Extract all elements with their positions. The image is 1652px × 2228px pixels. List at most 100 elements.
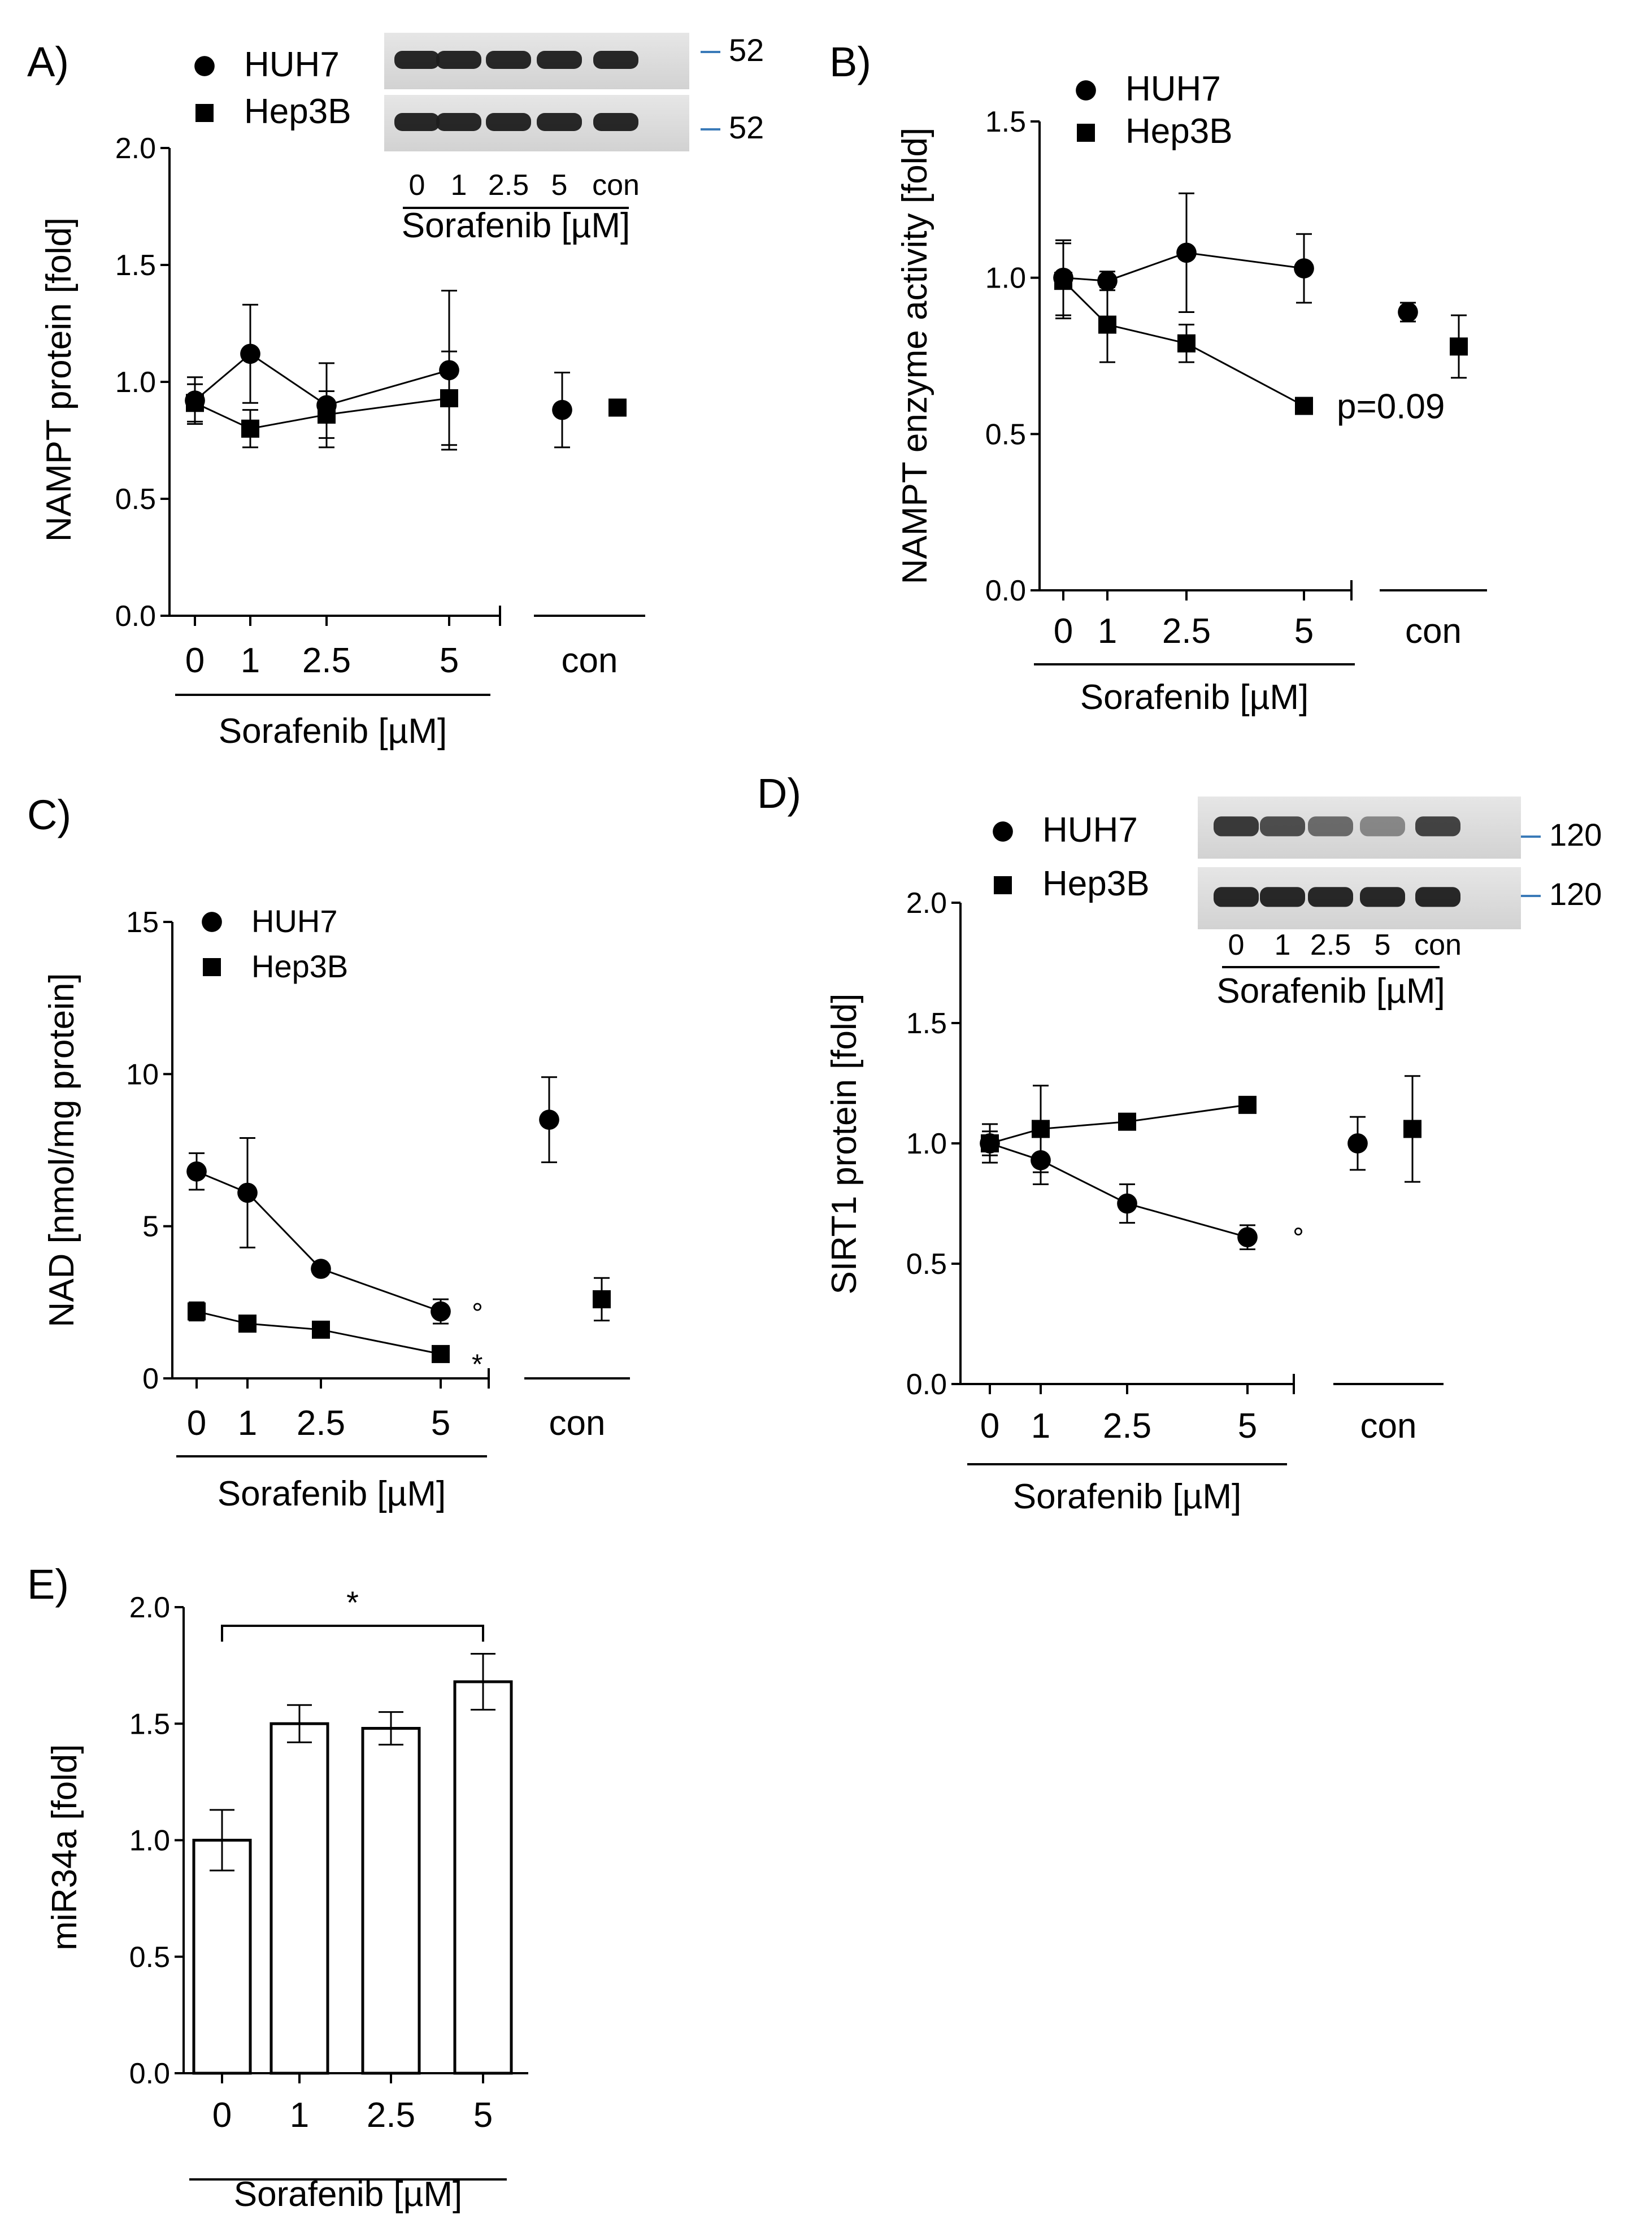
panel-e-label: E)	[27, 1561, 69, 1608]
panel-b-con-label: con	[1405, 612, 1462, 651]
panel-c-label: C)	[27, 791, 71, 838]
panel-e-y-tick-label: 0.5	[129, 1941, 170, 1974]
panel-a-legend-hep3b: Hep3B	[244, 92, 351, 131]
panel-c-legend-hep3b: Hep3B	[251, 948, 348, 984]
panel-e-y-title: miR34a [fold]	[45, 1744, 84, 1950]
panel-e-bar	[361, 1727, 421, 2075]
panel-b-hep3b-point	[1177, 334, 1195, 353]
panel-d-legend-hep3b: Hep3B	[1042, 864, 1150, 903]
panel-d-blot-marker-label: 120	[1549, 876, 1602, 912]
panel-c-y-tick-label: 0	[142, 1363, 159, 1395]
panel-b-hep3b-line	[1062, 280, 1305, 407]
panel-c-hep3b-point	[238, 1315, 257, 1333]
panel-c-huh7-point	[311, 1259, 331, 1279]
panel-d-legend-marker-hep3b	[994, 876, 1012, 894]
panel-e-x-title: Sorafenib [µM]	[234, 2175, 462, 2214]
panel-d-x-tick-label: 2.5	[1103, 1407, 1151, 1446]
panel-d-blot-marker-label: 120	[1549, 817, 1602, 852]
panel-d-con-label: con	[1360, 1407, 1417, 1446]
panel-a-blot-lane-label: 2.5	[488, 169, 529, 202]
panel-e-y-tick-label: 1.0	[129, 1825, 170, 1857]
panel-a-blot-caption: Sorafenib [µM]	[402, 206, 630, 245]
panel-a-y-tick-label: 0.5	[115, 483, 156, 516]
panel-d-blot-lane-label: 1	[1275, 929, 1291, 961]
panel-d-hep3b-point	[1032, 1120, 1050, 1138]
panel-a-label: A)	[27, 38, 69, 85]
panel-b-legend-marker-hep3b	[1077, 124, 1095, 142]
panel-a-blot-band	[486, 51, 531, 69]
panel-a-hep3b-point	[440, 389, 458, 407]
panel-a-huh7-point	[240, 343, 260, 364]
panel-a-y-tick-label: 2.0	[115, 132, 156, 165]
panel-d-legend-huh7: HUH7	[1042, 811, 1138, 850]
panel-a-blot-band	[436, 113, 481, 131]
panel-b-x-tick-label: 0	[1054, 612, 1073, 651]
panel-d-huh7-line	[989, 1142, 1248, 1238]
panel-d-legend-marker-huh7	[993, 821, 1013, 842]
panel-d-y-tick-label: 1.5	[906, 1007, 947, 1040]
panel-d-blot-band	[1415, 816, 1460, 837]
panel-d-blot-lane-label: 2.5	[1310, 929, 1351, 961]
panel-e-bar	[192, 1839, 252, 2075]
panel-d-blot-caption: Sorafenib [µM]	[1216, 972, 1445, 1011]
panel-a-blot-lane-label: 1	[451, 169, 467, 202]
panel-b-y-tick-label: 0.5	[985, 418, 1026, 451]
panel-d-y-tick-label: 0.0	[906, 1368, 947, 1401]
panel-d-blot-band	[1260, 887, 1305, 907]
panel-d-hep3b-line	[989, 1104, 1248, 1145]
panel-a-blot-lane-label: con	[592, 169, 640, 202]
panel-c-y-title: NAD [nmol/mg protein]	[42, 973, 81, 1327]
panel-b-huh7-point	[1097, 271, 1118, 291]
chart-marks	[185, 56, 1468, 2075]
panel-a-x-title: Sorafenib [µM]	[219, 712, 447, 751]
panel-e-x-tick-label: 5	[473, 2096, 493, 2135]
panel-a-blot-band	[394, 113, 440, 131]
panel-d-x-title: Sorafenib [µM]	[1013, 1477, 1241, 1516]
panel-b-legend-huh7: HUH7	[1125, 69, 1221, 108]
panel-a-huh7-con-point	[552, 399, 572, 420]
panel-b-huh7-con-point	[1398, 302, 1418, 323]
panel-d-blot-lane-label: 0	[1228, 929, 1245, 961]
panel-a-blot-band	[436, 51, 481, 69]
panel-a-x-tick-label: 1	[241, 641, 260, 680]
panel-d-x-tick-label: 5	[1238, 1407, 1257, 1446]
panel-e-y-tick-label: 1.5	[129, 1708, 170, 1740]
panel-a-hep3b-point	[318, 405, 336, 424]
panel-c-x-tick-label: 5	[431, 1404, 450, 1443]
panel-e-bar	[453, 1680, 513, 2075]
panel-e-significance-star: *	[346, 1585, 359, 1620]
panel-e-bar	[269, 1722, 329, 2075]
panel-d-blot-band	[1360, 816, 1405, 837]
panel-b-x-tick-label: 5	[1294, 612, 1314, 651]
panel-d-hep3b-con-point	[1403, 1120, 1421, 1138]
panel-d-blot-band	[1360, 887, 1405, 907]
panel-d-blot-band	[1308, 887, 1353, 907]
panel-c-x-tick-label: 1	[238, 1404, 257, 1443]
panel-d-blot-band	[1260, 816, 1305, 837]
panel-a-y-tick-label: 0.0	[115, 600, 156, 633]
panel-d-x-tick-label: 0	[980, 1407, 999, 1446]
panel-d-blot-band	[1214, 887, 1259, 907]
panel-c-annotation: °	[472, 1297, 483, 1329]
panel-c-x-title: Sorafenib [µM]	[218, 1474, 446, 1513]
panel-a-x-tick-label: 0	[185, 641, 205, 680]
panel-a-blot-band	[537, 113, 582, 131]
panel-c-y-tick-label: 5	[142, 1211, 159, 1243]
panel-c-con-label: con	[549, 1404, 606, 1443]
panel-a-blot-band	[394, 51, 440, 69]
panel-a-blot-marker-label: 52	[729, 110, 764, 145]
panel-a-hep3b-con-point	[608, 398, 627, 417]
panel-d-huh7-point	[1117, 1193, 1137, 1214]
panel-b-hep3b-point	[1295, 397, 1313, 415]
panel-b-label: B)	[829, 38, 871, 85]
panel-c-x-tick-label: 0	[187, 1404, 206, 1443]
panel-a-legend-huh7: HUH7	[244, 45, 340, 84]
panel-a-blot-band	[593, 51, 638, 69]
panel-a-blot-lane-label: 5	[551, 169, 568, 202]
panel-d-blot-band	[1415, 887, 1460, 907]
panel-c-y-tick-label: 15	[126, 906, 159, 939]
panel-a-blot-lane-label: 0	[409, 169, 425, 202]
panel-b-huh7-line	[1063, 251, 1305, 282]
